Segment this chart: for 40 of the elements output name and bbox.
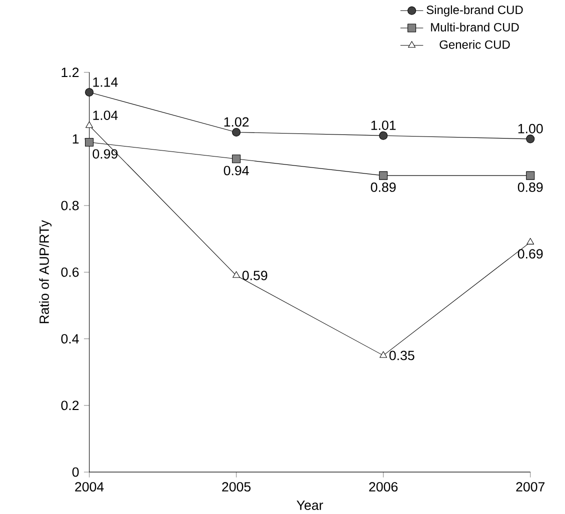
x-tick-label: 2004 (75, 482, 104, 492)
point (232, 271, 240, 278)
point (526, 134, 535, 143)
data-label: 0.89 (518, 182, 543, 192)
data-label: 0.94 (224, 166, 249, 176)
point (379, 131, 388, 140)
y-tick-label: 1.2 (62, 67, 79, 77)
data-label: 1.01 (371, 120, 396, 130)
x-tick-label: 2007 (516, 482, 545, 492)
data-label: 1.04 (93, 110, 118, 120)
point (526, 238, 534, 244)
x-tick-label: 2005 (222, 482, 251, 492)
data-label: 0.99 (92, 148, 118, 158)
y-tick-label: 0 (72, 467, 79, 477)
y-axis-title: Ratio of AUP/RTy (39, 220, 52, 323)
y-tick-label: 0.4 (61, 334, 79, 344)
legend-label: Generic CUD (440, 40, 510, 49)
y-tick-label: 1 (72, 134, 79, 144)
x-axis-title: Year (296, 500, 324, 510)
data-label: 0.89 (370, 182, 396, 192)
data-label: 1.02 (224, 117, 249, 126)
point (232, 128, 241, 136)
data-label: 1.00 (518, 124, 543, 134)
data-label: 1.14 (93, 77, 118, 86)
point (379, 171, 388, 180)
data-label: 0.59 (242, 270, 268, 280)
data-label: 0.35 (389, 350, 414, 360)
point (86, 121, 94, 128)
point (526, 171, 535, 180)
point (380, 350, 388, 358)
data-label: 0.69 (518, 248, 543, 258)
point (85, 88, 94, 96)
point (85, 138, 94, 146)
legend-label: Single-brand CUD (426, 5, 523, 16)
point (232, 154, 241, 163)
y-tick-label: 0.2 (61, 400, 79, 410)
y-tick-label: 0.8 (61, 200, 79, 210)
y-tick-label: 0.6 (61, 267, 79, 277)
x-tick-label: 2006 (369, 482, 398, 492)
legend-label: Multi-brand CUD (431, 22, 519, 32)
